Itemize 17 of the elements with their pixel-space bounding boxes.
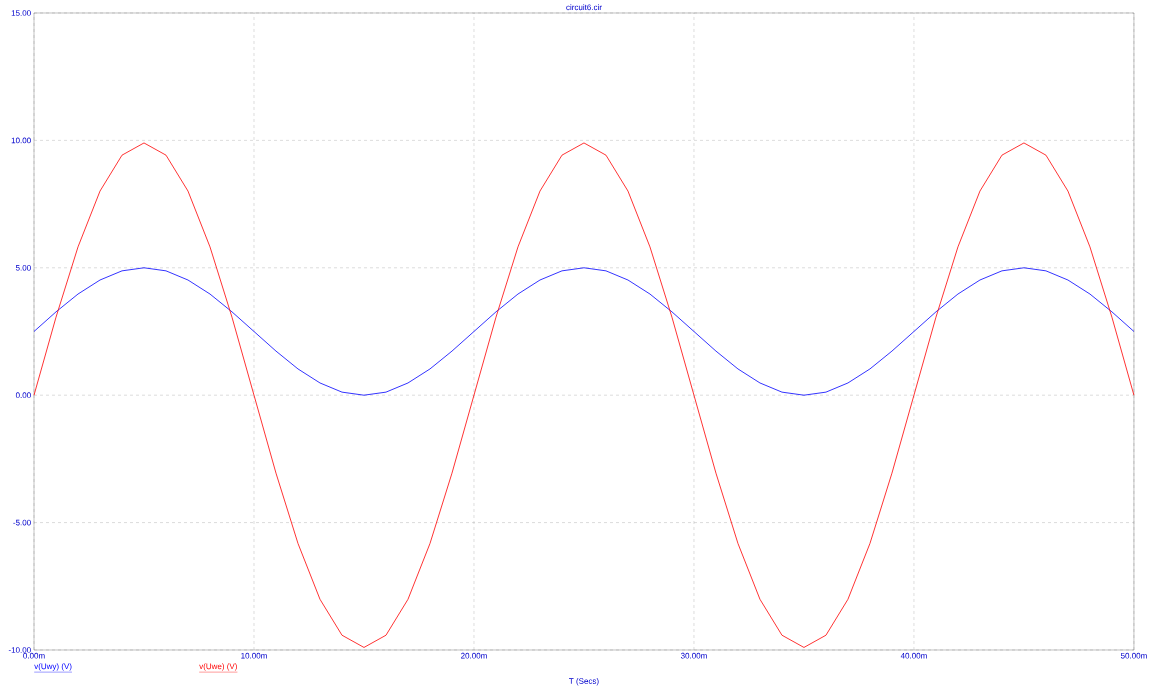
x-tick-label: 40.00m — [900, 652, 927, 659]
y-tick-label: 15.00 — [11, 10, 31, 16]
x-tick-label: 20.00m — [461, 652, 487, 659]
x-tick-label: 50.00m — [1120, 652, 1147, 659]
x-tick-label: 10.00m — [241, 652, 267, 659]
chart-title: circuit6.cir — [566, 4, 602, 11]
x-tick-label: 0.00m — [23, 652, 45, 659]
x-tick-label: 30.00m — [680, 652, 707, 659]
text: v(Uwe) (V) — [199, 663, 237, 671]
y-tick-label: 10.00 — [11, 137, 31, 144]
x-axis-title: T (Secs) — [569, 678, 599, 686]
text: v(Uwy) (V) — [34, 663, 72, 671]
y-tick-label: -5.00 — [13, 519, 31, 526]
y-tick-label: 5.00 — [15, 264, 31, 271]
y-tick-label: 0.00 — [15, 392, 31, 399]
line-series — [33, 267, 1135, 396]
y-tick-label: -10.00 — [8, 647, 31, 653]
